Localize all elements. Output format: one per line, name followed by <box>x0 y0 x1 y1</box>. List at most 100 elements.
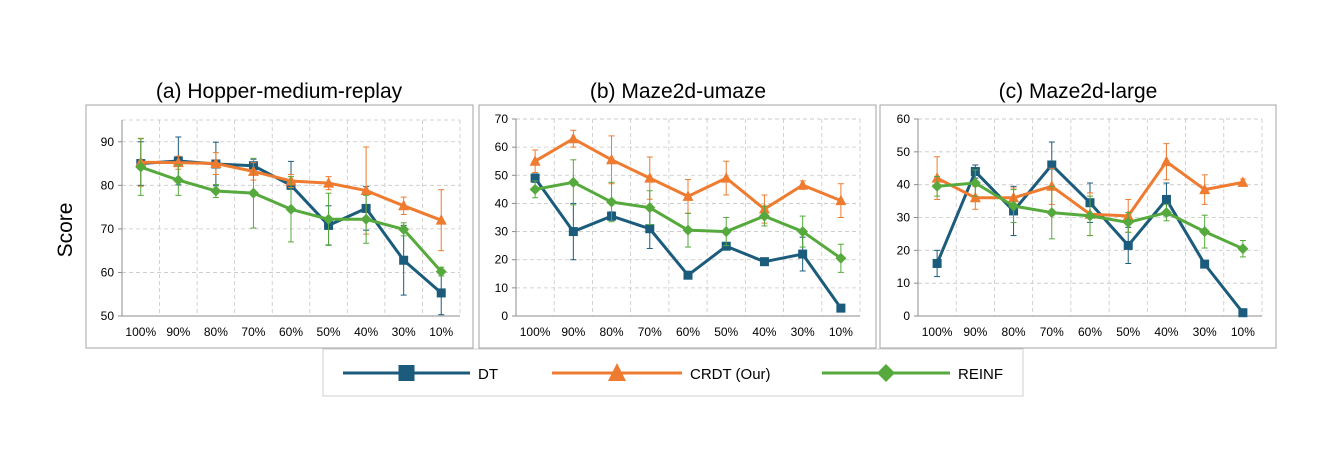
y-tick-label: 40 <box>495 196 509 210</box>
data-point <box>323 213 335 225</box>
y-tick-label: 0 <box>501 309 508 323</box>
data-point <box>1238 308 1248 318</box>
data-point <box>683 270 693 280</box>
series-reinf <box>529 159 847 273</box>
x-tick-label: 60% <box>1078 325 1102 339</box>
x-tick-label: 90% <box>561 325 585 339</box>
data-point <box>932 258 942 268</box>
data-point <box>1199 183 1211 195</box>
data-point <box>797 179 809 190</box>
data-point <box>645 224 655 234</box>
data-point <box>682 224 694 236</box>
data-point <box>682 190 694 201</box>
series-reinf <box>931 169 1249 258</box>
panel-frame <box>478 104 877 349</box>
data-point <box>1200 259 1210 269</box>
data-point <box>1008 200 1020 212</box>
y-tick-label: 30 <box>897 211 911 225</box>
x-tick-label: 50% <box>1116 325 1140 339</box>
legend-marker <box>608 363 626 381</box>
x-tick-label: 90% <box>166 325 190 339</box>
data-point <box>606 153 618 165</box>
data-point <box>285 203 297 215</box>
data-point <box>360 184 372 196</box>
legend-marker <box>877 364 895 382</box>
data-point <box>530 173 540 183</box>
legend: DT CRDT (Our) REINF <box>322 348 1024 397</box>
data-point <box>758 210 770 222</box>
series-dt <box>530 173 846 313</box>
data-point <box>399 255 409 265</box>
x-tick-label: 70% <box>638 325 662 339</box>
y-tick-label: 0 <box>903 309 910 323</box>
x-tick-label: 30% <box>1193 325 1217 339</box>
x-tick-label: 60% <box>279 325 303 339</box>
data-point <box>606 196 618 208</box>
y-tick-label: 10 <box>897 276 911 290</box>
data-point <box>1199 226 1211 238</box>
legend-label: CRDT (Our) <box>690 366 771 383</box>
data-point <box>398 223 410 235</box>
x-tick-label: 60% <box>676 325 700 339</box>
x-tick-label: 40% <box>354 325 378 339</box>
panel-frame <box>879 104 1277 349</box>
y-tick-label: 90 <box>101 135 115 149</box>
y-tick-label: 70 <box>101 222 115 236</box>
data-point <box>720 226 732 238</box>
chart-panel-3: (c) Maze2d-large 0 10 20 30 40 50 60 100% 90% 80% 7… <box>879 80 1277 349</box>
x-tick-label: 50% <box>714 325 738 339</box>
legend-item-reinf: REINF <box>822 364 1003 383</box>
legend-item-crdt-our: CRDT (Our) <box>552 363 771 383</box>
y-tick-label: 60 <box>101 265 115 279</box>
data-point <box>1084 210 1096 222</box>
data-point <box>436 288 446 298</box>
data-point <box>323 177 335 188</box>
data-point <box>398 199 410 211</box>
panel-frame <box>85 104 474 349</box>
y-tick-label: 60 <box>495 140 509 154</box>
data-point <box>1161 194 1171 204</box>
x-tick-label: 40% <box>1154 325 1178 339</box>
y-tick-label: 20 <box>495 253 509 267</box>
data-point <box>567 132 579 144</box>
y-tick-label: 40 <box>897 178 911 192</box>
data-point <box>644 202 656 214</box>
y-tick-label: 60 <box>897 112 911 126</box>
y-tick-label: 30 <box>495 225 509 239</box>
legend-marker <box>398 365 415 381</box>
data-point <box>931 180 943 192</box>
data-point <box>529 155 541 166</box>
x-tick-label: 70% <box>241 325 265 339</box>
x-tick-label: 10% <box>429 325 453 339</box>
data-point <box>435 266 447 278</box>
data-point <box>435 214 447 225</box>
data-point <box>797 226 809 238</box>
y-tick-label: 50 <box>897 145 911 159</box>
x-tick-label: 40% <box>752 325 776 339</box>
data-point <box>759 257 769 267</box>
data-point <box>835 194 847 206</box>
x-tick-label: 80% <box>1002 325 1026 339</box>
panels: (a) Hopper-medium-replay 50 60 70 80 90 100% 90… <box>85 80 1277 349</box>
data-point <box>1046 180 1058 191</box>
x-tick-label: 10% <box>1231 325 1255 339</box>
x-tick-label: 10% <box>829 325 853 339</box>
y-tick-label: 50 <box>495 168 509 182</box>
data-point <box>969 191 981 203</box>
data-point <box>135 161 147 173</box>
legend-item-dt: DT <box>343 365 498 383</box>
data-point <box>1046 207 1058 219</box>
data-point <box>835 252 847 264</box>
x-tick-label: 90% <box>963 325 987 339</box>
x-tick-label: 30% <box>791 325 815 339</box>
data-point <box>721 241 731 251</box>
data-point <box>969 177 981 189</box>
data-point <box>172 174 184 186</box>
chart-panel-1: (a) Hopper-medium-replay 50 60 70 80 90 100% 90… <box>85 80 474 349</box>
chart-title: (a) Hopper-medium-replay <box>156 80 403 103</box>
data-point <box>567 176 579 188</box>
series-crdt-our <box>529 129 847 224</box>
data-point <box>247 187 259 199</box>
chart-title: (b) Maze2d-umaze <box>590 80 766 103</box>
